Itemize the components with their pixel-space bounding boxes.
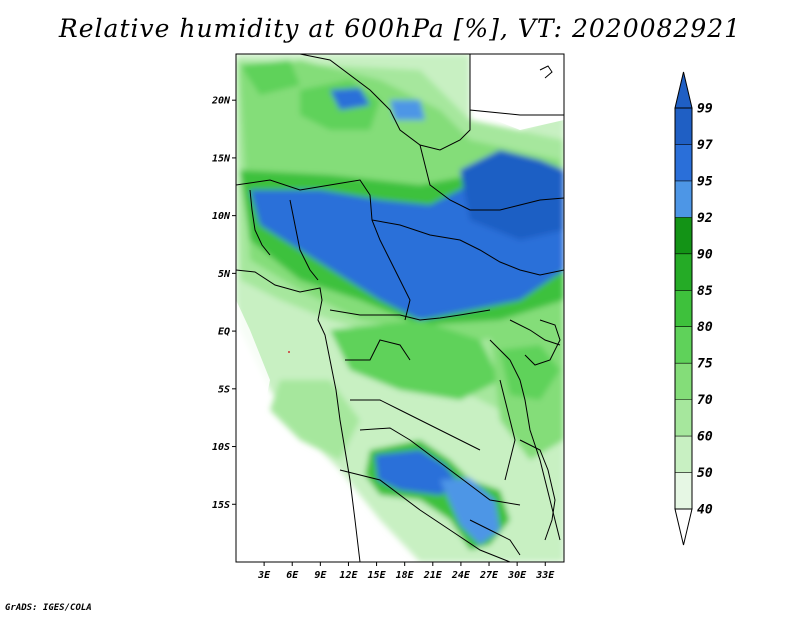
credit-label: GrADS: IGES/COLA xyxy=(5,603,92,613)
lon-tick-label: 12E xyxy=(339,570,358,581)
lon-tick-label: 3E xyxy=(257,570,271,581)
colorbar-segment xyxy=(675,290,692,327)
lon-tick-label: 21E xyxy=(423,570,443,581)
colorbar-label: 75 xyxy=(697,357,713,372)
colorbar-label: 50 xyxy=(697,466,713,481)
lat-tick-label: 20N xyxy=(211,96,231,107)
lat-tick-label: 15S xyxy=(212,500,230,511)
colorbar-segment xyxy=(675,180,692,218)
lon-tick-label: 9E xyxy=(314,570,327,581)
lat-tick-label: 10N xyxy=(212,211,231,222)
colorbar-label: 85 xyxy=(697,284,713,299)
colorbar-segment xyxy=(675,144,692,181)
lon-tick-label: 30E xyxy=(507,570,527,581)
map-title: Relative humidity at 600hPa [%], VT: 202… xyxy=(58,14,742,43)
colorbar-label: 90 xyxy=(697,247,713,262)
colorbar-top-arrow xyxy=(674,71,693,109)
lat-tick-label: 15N xyxy=(212,153,231,164)
colorbar-segment xyxy=(675,217,692,254)
lon-tick-label: 6E xyxy=(286,570,299,581)
lat-tick-label: EQ xyxy=(218,327,230,338)
lat-tick-label: 5N xyxy=(218,269,231,280)
lat-axis: 20N 15N 10N 5N EQ 5S 10S 15S xyxy=(211,96,236,511)
lon-tick-label: 18E xyxy=(396,570,415,581)
lon-tick-label: 27E xyxy=(479,570,499,581)
lat-tick-label: 10S xyxy=(212,442,230,453)
colorbar-bottom-arrow xyxy=(674,508,693,546)
lat-tick-label: 5S xyxy=(218,384,230,395)
colorbar-segment xyxy=(675,363,692,400)
colorbar-label: 70 xyxy=(697,393,713,408)
colorbar-label: 95 xyxy=(697,174,713,189)
colorbar-segment xyxy=(675,326,692,364)
colorbar-label: 80 xyxy=(697,320,713,335)
lon-tick-label: 24E xyxy=(451,570,471,581)
country-borders xyxy=(236,54,564,562)
plot-frame xyxy=(235,53,565,563)
colorbar-segment xyxy=(675,436,692,473)
colorbar: 40 50 60 70 75 80 85 90 92 95 97 99 xyxy=(674,71,713,546)
colorbar-segment xyxy=(675,253,692,291)
humidity-field xyxy=(236,54,564,562)
lon-tick-label: 33E xyxy=(535,570,555,581)
colorbar-label: 60 xyxy=(697,430,713,445)
colorbar-segment xyxy=(675,472,692,509)
lon-tick-label: 15E xyxy=(368,570,387,581)
lon-axis: 3E 6E 9E 12E 15E 18E 21E 24E 27E 30E 33E xyxy=(257,562,555,581)
colorbar-segment xyxy=(675,108,692,145)
colorbar-segment xyxy=(675,399,692,437)
colorbar-label: 92 xyxy=(697,211,713,226)
colorbar-label: 97 xyxy=(697,138,713,153)
colorbar-label: 99 xyxy=(697,102,713,117)
colorbar-label: 40 xyxy=(697,503,713,518)
